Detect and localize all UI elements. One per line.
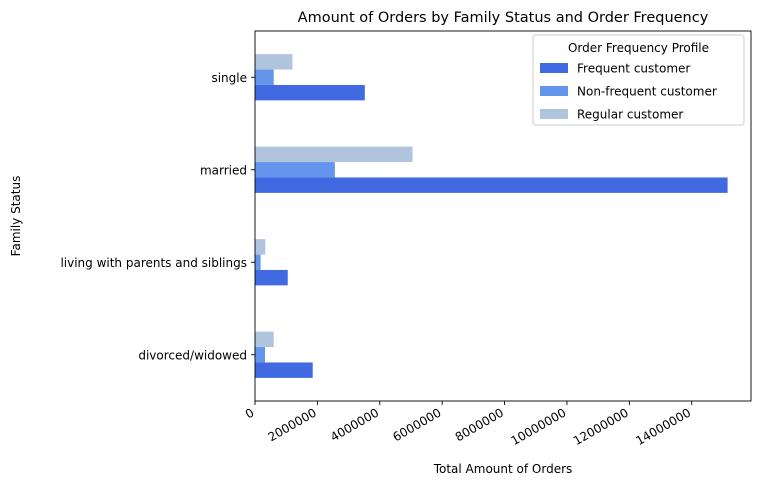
x-tick-label: 14000000 bbox=[633, 405, 693, 448]
bar-regular-customer-3 bbox=[255, 54, 293, 70]
x-tick-label: 2000000 bbox=[266, 405, 319, 444]
legend-swatch bbox=[540, 86, 568, 96]
x-tick-label: 8000000 bbox=[453, 405, 506, 444]
legend-swatch bbox=[540, 109, 568, 119]
legend-box bbox=[532, 34, 745, 126]
y-tick-label: single bbox=[211, 71, 247, 85]
bar-regular-customer-2 bbox=[255, 146, 413, 163]
y-tick-label: living with parents and siblings bbox=[60, 256, 247, 270]
bar-frequent-customer-1 bbox=[255, 269, 288, 286]
x-tick-label: 10000000 bbox=[509, 405, 569, 448]
x-tick-label: 4000000 bbox=[328, 405, 381, 444]
legend-entry-label: Non-frequent customer bbox=[577, 85, 717, 99]
y-tick-label: married bbox=[200, 163, 247, 177]
bar-non-frequent-customer-3 bbox=[255, 69, 274, 85]
bar-regular-customer-1 bbox=[255, 239, 266, 255]
x-tick-label: 6000000 bbox=[390, 405, 443, 444]
x-tick-label: 0 bbox=[243, 405, 257, 421]
bar-non-frequent-customer-0 bbox=[255, 347, 265, 363]
y-axis-label: Family Status bbox=[9, 176, 23, 257]
bar-frequent-customer-3 bbox=[255, 84, 365, 101]
legend-entry-label: Regular customer bbox=[577, 108, 683, 122]
legend-swatch bbox=[540, 63, 568, 73]
legend-title: Order Frequency Profile bbox=[568, 41, 709, 55]
bar-non-frequent-customer-2 bbox=[255, 162, 335, 178]
legend-entry-label: Frequent customer bbox=[577, 62, 690, 76]
bar-non-frequent-customer-1 bbox=[255, 254, 261, 270]
bar-frequent-customer-0 bbox=[255, 362, 313, 378]
x-tick-label: 12000000 bbox=[571, 405, 631, 448]
x-axis-label: Total Amount of Orders bbox=[433, 462, 573, 476]
bar-regular-customer-0 bbox=[255, 331, 274, 348]
y-tick-label: divorced/widowed bbox=[138, 348, 247, 362]
plot-frame bbox=[254, 30, 752, 402]
bar-frequent-customer-2 bbox=[255, 177, 728, 193]
legend: Order Frequency Profile Frequent customer… bbox=[532, 34, 745, 126]
chart-title: Amount of Orders by Family Status and Or… bbox=[298, 10, 709, 26]
